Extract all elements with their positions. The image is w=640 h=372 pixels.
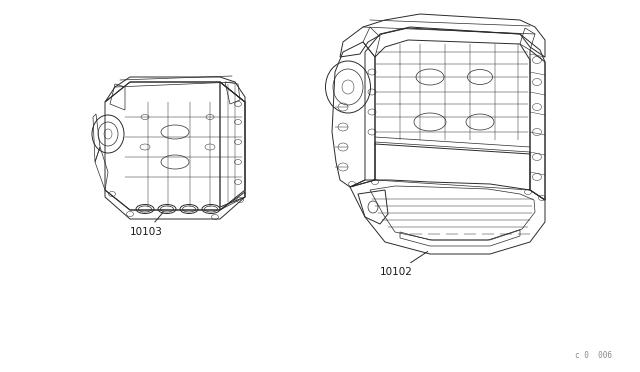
Text: c 0  006: c 0 006 xyxy=(575,351,612,360)
Text: 10102: 10102 xyxy=(380,251,428,277)
Text: 10103: 10103 xyxy=(130,212,163,237)
